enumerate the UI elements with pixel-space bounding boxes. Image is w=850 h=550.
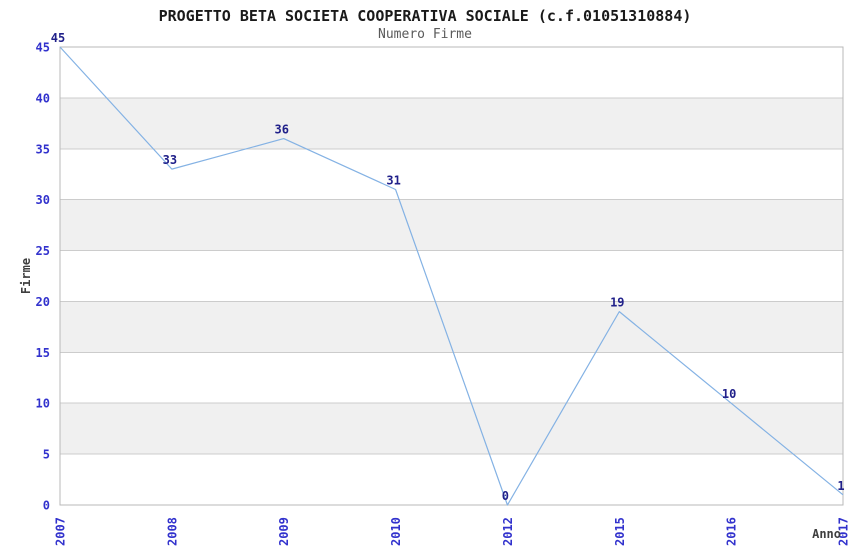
point-label: 36 bbox=[274, 123, 288, 137]
x-axis-title: Anno bbox=[812, 527, 841, 541]
y-axis-title: Firme bbox=[19, 258, 33, 294]
y-tick-label: 5 bbox=[43, 448, 50, 462]
chart-title: PROGETTO BETA SOCIETA COOPERATIVA SOCIAL… bbox=[158, 7, 692, 25]
y-tick-label: 25 bbox=[36, 244, 50, 258]
y-tick-label: 10 bbox=[36, 397, 50, 411]
point-label: 19 bbox=[610, 296, 624, 310]
y-tick-label: 35 bbox=[36, 142, 50, 156]
point-label: 0 bbox=[502, 489, 509, 503]
point-label: 31 bbox=[386, 174, 400, 188]
y-tick-label: 30 bbox=[36, 193, 50, 207]
y-tick-label: 40 bbox=[36, 91, 50, 105]
point-label: 1 bbox=[837, 479, 844, 493]
plot-band bbox=[60, 403, 843, 455]
x-tick-label: 2015 bbox=[613, 517, 627, 546]
y-tick-label: 45 bbox=[36, 41, 50, 55]
plot-band bbox=[60, 199, 843, 251]
y-tick-label: 15 bbox=[36, 346, 50, 360]
plot-frame bbox=[59, 46, 844, 506]
y-tick-label: 0 bbox=[43, 499, 50, 513]
plot-band bbox=[60, 97, 843, 149]
point-label: 45 bbox=[51, 31, 65, 45]
point-label: 33 bbox=[163, 153, 177, 167]
x-tick-label: 2016 bbox=[725, 517, 739, 546]
y-tick-label: 20 bbox=[36, 295, 50, 309]
x-tick-label: 2008 bbox=[165, 517, 179, 546]
series-line bbox=[59, 46, 844, 506]
x-tick-label: 2012 bbox=[501, 517, 515, 546]
chart-subtitle: Numero Firme bbox=[378, 27, 472, 42]
point-label: 10 bbox=[722, 387, 736, 401]
x-tick-label: 2017 bbox=[837, 517, 850, 546]
plot-band bbox=[60, 301, 843, 353]
x-tick-label: 2009 bbox=[277, 517, 291, 546]
x-tick-label: 2007 bbox=[54, 517, 68, 546]
x-tick-label: 2010 bbox=[389, 517, 403, 546]
